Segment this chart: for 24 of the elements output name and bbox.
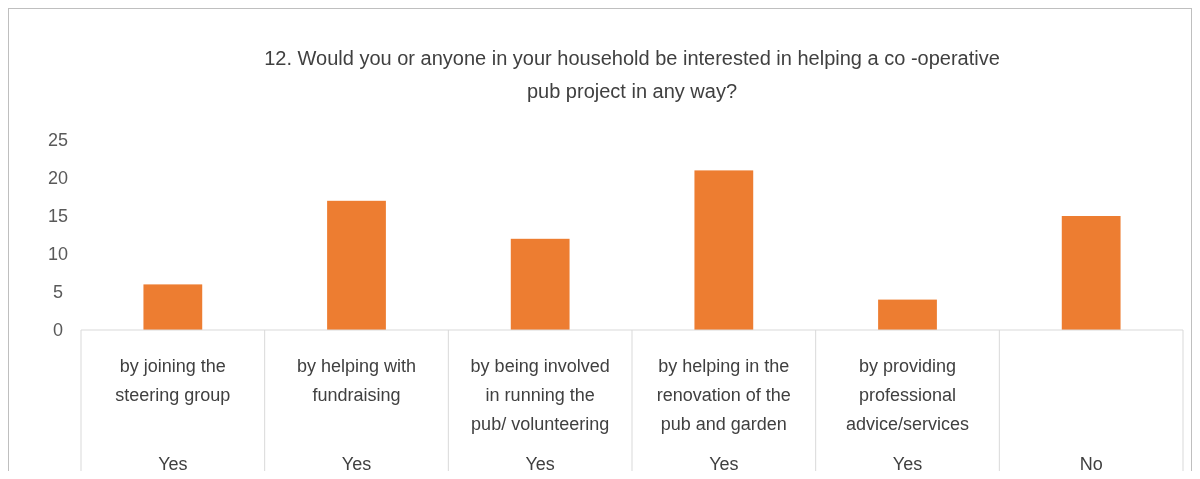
bar xyxy=(1061,216,1121,330)
y-tick-label: 10 xyxy=(47,244,69,265)
bar xyxy=(327,200,386,330)
text: Yes xyxy=(709,454,739,474)
y-tick-label: 5 xyxy=(52,282,64,303)
y-tick-label: 0 xyxy=(52,320,64,341)
bar xyxy=(694,170,754,330)
x-tick-label: by helping in the renovation of the pub and garden xyxy=(656,356,791,434)
y-tick-label: 15 xyxy=(47,206,69,227)
y-tick-label: 20 xyxy=(47,168,69,189)
bar xyxy=(510,238,570,330)
text: Yes xyxy=(892,454,923,474)
y-tick-label: 25 xyxy=(47,130,69,151)
text: Yes xyxy=(525,454,555,474)
x-tick-label: by helping with fundraising xyxy=(296,356,417,405)
x-tick-label: by being involved in running the pub/ volunteering xyxy=(470,356,610,434)
bar xyxy=(878,299,937,330)
bar xyxy=(143,284,203,330)
text: No xyxy=(1079,454,1103,474)
x-tick-label: by joining the steering group xyxy=(115,356,231,405)
chart-title: 12. Would you or anyone in your household be interested in helping a co -operative pub project in any way? xyxy=(264,47,1000,102)
x-tick-label: by providing professional advice/services xyxy=(845,356,970,434)
text: Yes xyxy=(341,454,372,474)
text: Yes xyxy=(158,454,188,474)
